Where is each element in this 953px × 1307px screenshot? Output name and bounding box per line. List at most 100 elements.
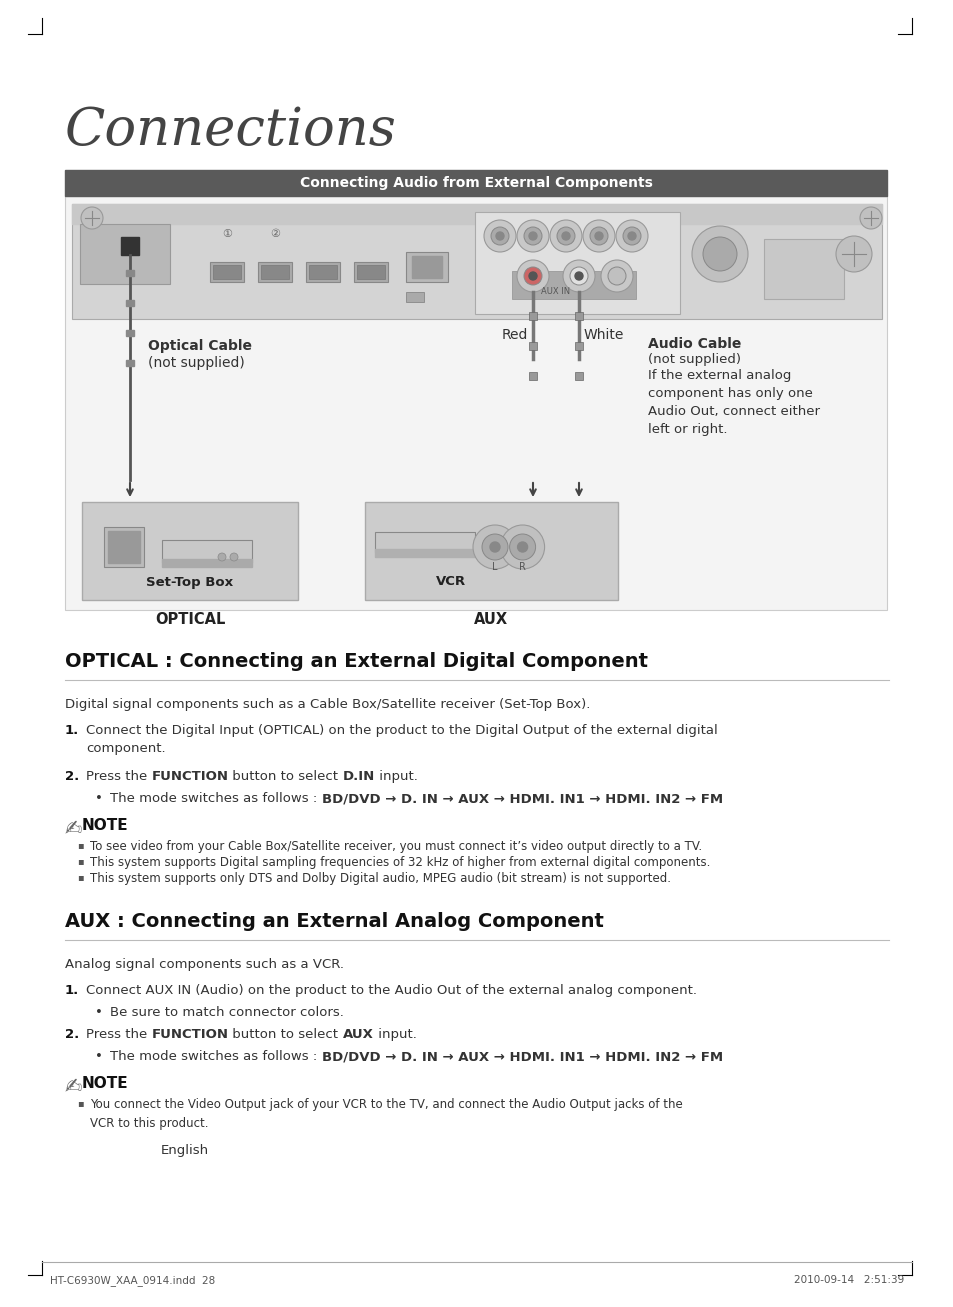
Bar: [354, 261, 388, 282]
Text: This system supports Digital sampling frequencies of 32 kHz of higher from exter: This system supports Digital sampling fr…: [90, 856, 710, 869]
Circle shape: [500, 525, 544, 569]
Circle shape: [589, 227, 607, 244]
Circle shape: [582, 220, 615, 252]
Text: AUX IN: AUX IN: [541, 288, 570, 295]
Bar: [108, 531, 140, 563]
Circle shape: [627, 233, 636, 240]
Text: Set-Top Box: Set-Top Box: [146, 576, 233, 589]
Bar: [80, 223, 170, 284]
Text: Red: Red: [501, 328, 527, 342]
Bar: [365, 502, 618, 600]
Bar: [763, 239, 843, 299]
Text: This system supports only DTS and Dolby Digital audio, MPEG audio (bit stream) i: This system supports only DTS and Dolby …: [90, 872, 670, 885]
Text: Press the: Press the: [86, 1029, 152, 1040]
Text: HT-C6930W_XAA_0914.indd  28: HT-C6930W_XAA_0914.indd 28: [50, 1276, 215, 1286]
Bar: [406, 291, 423, 302]
Bar: [575, 372, 582, 380]
Circle shape: [529, 272, 537, 280]
Circle shape: [81, 207, 103, 229]
Text: 2.: 2.: [65, 770, 79, 783]
Text: Analog signal components such as a VCR.: Analog signal components such as a VCR.: [65, 958, 344, 971]
Circle shape: [230, 553, 237, 561]
Circle shape: [523, 227, 541, 244]
Circle shape: [616, 220, 647, 252]
Bar: [306, 261, 339, 282]
Text: 2010-09-14   2:51:39: 2010-09-14 2:51:39: [793, 1276, 903, 1285]
Bar: [529, 342, 537, 350]
Bar: [356, 265, 385, 278]
Text: ✍: ✍: [65, 818, 82, 838]
Bar: [529, 372, 537, 380]
Text: You connect the Video Output jack of your VCR to the TV, and connect the Audio O: You connect the Video Output jack of you…: [90, 1098, 682, 1131]
Circle shape: [859, 207, 882, 229]
Bar: [261, 265, 289, 278]
Text: BD/DVD → D. IN → AUX → HDMI. IN1 → HDMI. IN2 → FM: BD/DVD → D. IN → AUX → HDMI. IN1 → HDMI.…: [321, 792, 721, 805]
Bar: [475, 212, 679, 314]
Text: Digital signal components such as a Cable Box/Satellite receiver (Set-Top Box).: Digital signal components such as a Cabl…: [65, 698, 590, 711]
Text: ▪: ▪: [77, 1098, 84, 1108]
Bar: [71, 204, 882, 223]
Text: BD/DVD → D. IN → AUX → HDMI. IN1 → HDMI. IN2 → FM: BD/DVD → D. IN → AUX → HDMI. IN1 → HDMI.…: [321, 1050, 721, 1063]
Circle shape: [562, 260, 595, 291]
Text: The mode switches as follows :: The mode switches as follows :: [110, 792, 321, 805]
Text: (not supplied): (not supplied): [148, 356, 245, 370]
Circle shape: [595, 233, 602, 240]
Text: L: L: [492, 562, 497, 572]
Text: English: English: [161, 1144, 209, 1157]
Circle shape: [496, 233, 503, 240]
Circle shape: [517, 220, 548, 252]
Text: Optical Cable: Optical Cable: [148, 339, 252, 353]
Text: Audio Cable: Audio Cable: [647, 337, 740, 352]
Text: (not supplied): (not supplied): [647, 353, 740, 366]
Bar: [162, 540, 252, 562]
Text: AUX: AUX: [474, 612, 508, 627]
Text: 1.: 1.: [65, 984, 79, 997]
Text: FUNCTION: FUNCTION: [152, 1029, 229, 1040]
Circle shape: [218, 553, 226, 561]
Circle shape: [517, 260, 548, 291]
Text: NOTE: NOTE: [82, 818, 129, 833]
Bar: [82, 502, 297, 600]
Circle shape: [557, 227, 575, 244]
Bar: [213, 265, 241, 278]
Bar: [126, 329, 133, 336]
Bar: [375, 549, 475, 557]
Text: •: •: [95, 1006, 103, 1019]
Circle shape: [481, 535, 507, 559]
Text: Connections: Connections: [65, 105, 396, 156]
Text: ▪: ▪: [77, 840, 84, 850]
Bar: [104, 527, 144, 567]
Text: Connect AUX IN (Audio) on the product to the Audio Out of the external analog co: Connect AUX IN (Audio) on the product to…: [86, 984, 697, 997]
Circle shape: [691, 226, 747, 282]
Bar: [375, 532, 475, 552]
Text: ②: ②: [270, 229, 280, 239]
Text: Press the: Press the: [86, 770, 152, 783]
Circle shape: [529, 233, 537, 240]
Text: VCR: VCR: [436, 575, 466, 588]
Bar: [126, 301, 133, 306]
Text: R: R: [518, 562, 525, 572]
Text: 1.: 1.: [65, 724, 79, 737]
Circle shape: [600, 260, 633, 291]
Text: The mode switches as follows :: The mode switches as follows :: [110, 1050, 321, 1063]
Text: •: •: [95, 1050, 103, 1063]
Circle shape: [550, 220, 581, 252]
Text: AUX: AUX: [342, 1029, 374, 1040]
Circle shape: [622, 227, 640, 244]
Text: button to select: button to select: [229, 1029, 342, 1040]
Circle shape: [491, 227, 509, 244]
Bar: [406, 252, 448, 282]
Text: Connecting Audio from External Components: Connecting Audio from External Component…: [299, 176, 652, 190]
Circle shape: [473, 525, 517, 569]
Text: input.: input.: [374, 1029, 416, 1040]
Bar: [575, 342, 582, 350]
Circle shape: [483, 220, 516, 252]
Bar: [65, 170, 886, 196]
Bar: [257, 261, 292, 282]
Text: To see video from your Cable Box/Satellite receiver, you must connect it’s video: To see video from your Cable Box/Satelli…: [90, 840, 701, 853]
Text: button to select: button to select: [229, 770, 342, 783]
Text: input.: input.: [375, 770, 417, 783]
Text: Be sure to match connector colors.: Be sure to match connector colors.: [110, 1006, 343, 1019]
Bar: [309, 265, 336, 278]
Text: •: •: [95, 792, 103, 805]
